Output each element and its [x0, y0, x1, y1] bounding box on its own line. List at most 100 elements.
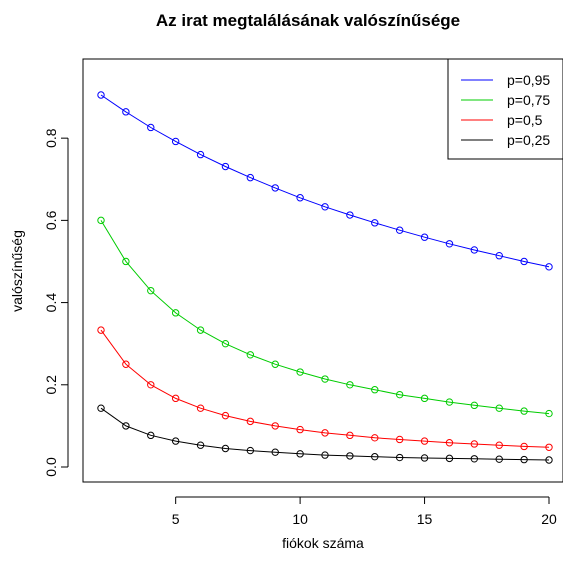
data-point: [171, 437, 180, 445]
series-line: [100, 220, 550, 415]
x-axis: 5 10 15 20: [172, 496, 557, 527]
x-tick-label: 15: [417, 511, 433, 527]
data-point: [545, 409, 553, 418]
data-point: [196, 150, 205, 159]
legend: p=0,95 p=0,75 p=0,5 p=0,25: [447, 58, 563, 160]
data-point: [520, 455, 528, 464]
x-tick-label: 20: [541, 511, 557, 527]
series-line: [100, 329, 550, 448]
x-axis-label: fiókok száma: [282, 535, 364, 551]
data-point: [371, 453, 379, 461]
data-point: [470, 401, 479, 410]
data-point: [271, 422, 279, 430]
data-point: [420, 454, 429, 462]
data-point: [122, 422, 130, 430]
data-point: [420, 394, 429, 403]
data-point: [196, 404, 205, 412]
data-point: [321, 429, 329, 437]
data-point: [122, 257, 130, 266]
series-1: [97, 216, 553, 418]
y-axis-label: valószínűség: [9, 230, 25, 312]
data-point: [147, 123, 155, 132]
data-point: [346, 452, 354, 460]
series-line: [100, 407, 550, 461]
data-point: [520, 257, 528, 266]
data-point: [520, 407, 528, 415]
y-tick-label: 0.4: [43, 293, 59, 313]
data-point: [321, 451, 329, 459]
series-layer: [97, 91, 553, 464]
data-point: [147, 381, 155, 389]
y-tick-label: 0.8: [43, 128, 59, 148]
data-point: [346, 431, 354, 440]
data-point: [97, 216, 105, 225]
data-point: [495, 455, 503, 463]
data-point: [246, 173, 255, 182]
data-point: [395, 226, 404, 234]
data-point: [196, 326, 205, 334]
data-point: [470, 455, 479, 463]
data-point: [371, 219, 379, 227]
data-point: [495, 404, 503, 412]
data-point: [545, 443, 553, 451]
data-point: [420, 437, 429, 445]
series-line: [100, 94, 550, 268]
data-point: [395, 390, 404, 399]
legend-label: p=0,95: [507, 72, 550, 88]
x-tick-label: 5: [172, 511, 180, 527]
data-point: [545, 456, 553, 464]
data-point: [97, 91, 105, 99]
plot-area-frame: [82, 58, 563, 483]
data-point: [445, 398, 454, 406]
y-tick-label: 0.2: [43, 375, 59, 395]
legend-box: [447, 58, 563, 160]
data-point: [147, 286, 155, 295]
series-0: [97, 91, 553, 271]
data-point: [271, 448, 279, 456]
x-tick-label: 10: [292, 511, 308, 527]
chart-title: Az irat megtalálásának valószínűsége: [156, 11, 460, 30]
data-point: [221, 444, 230, 453]
data-point: [445, 454, 454, 463]
data-point: [296, 450, 304, 458]
data-point: [545, 263, 553, 271]
data-point: [196, 441, 205, 449]
data-point: [346, 381, 354, 389]
data-point: [246, 351, 255, 359]
data-point: [470, 246, 479, 254]
data-point: [296, 194, 304, 202]
data-point: [122, 108, 130, 116]
data-point: [246, 446, 255, 455]
series-2: [97, 326, 553, 451]
data-point: [97, 326, 105, 334]
data-point: [321, 203, 329, 211]
data-point: [171, 137, 180, 146]
data-point: [271, 184, 279, 192]
data-point: [296, 425, 304, 434]
series-3: [97, 404, 553, 464]
data-point: [271, 360, 279, 368]
data-point: [445, 439, 454, 447]
legend-label: p=0,5: [507, 112, 543, 128]
data-point: [246, 417, 255, 426]
y-axis: 0.0 0.2 0.4 0.6 0.8: [43, 128, 69, 477]
data-point: [221, 162, 230, 171]
data-point: [171, 309, 180, 317]
data-point: [321, 375, 329, 383]
data-point: [495, 252, 503, 260]
data-point: [296, 368, 304, 376]
data-point: [122, 360, 130, 368]
data-point: [171, 394, 180, 403]
data-point: [395, 453, 404, 462]
data-point: [221, 411, 230, 420]
data-point: [420, 233, 429, 241]
data-point: [97, 404, 105, 412]
data-point: [470, 440, 479, 448]
data-point: [371, 386, 379, 394]
data-point: [221, 339, 230, 348]
legend-label: p=0,25: [507, 132, 550, 148]
legend-label: p=0,75: [507, 92, 550, 108]
data-point: [445, 240, 454, 248]
data-point: [371, 434, 379, 442]
